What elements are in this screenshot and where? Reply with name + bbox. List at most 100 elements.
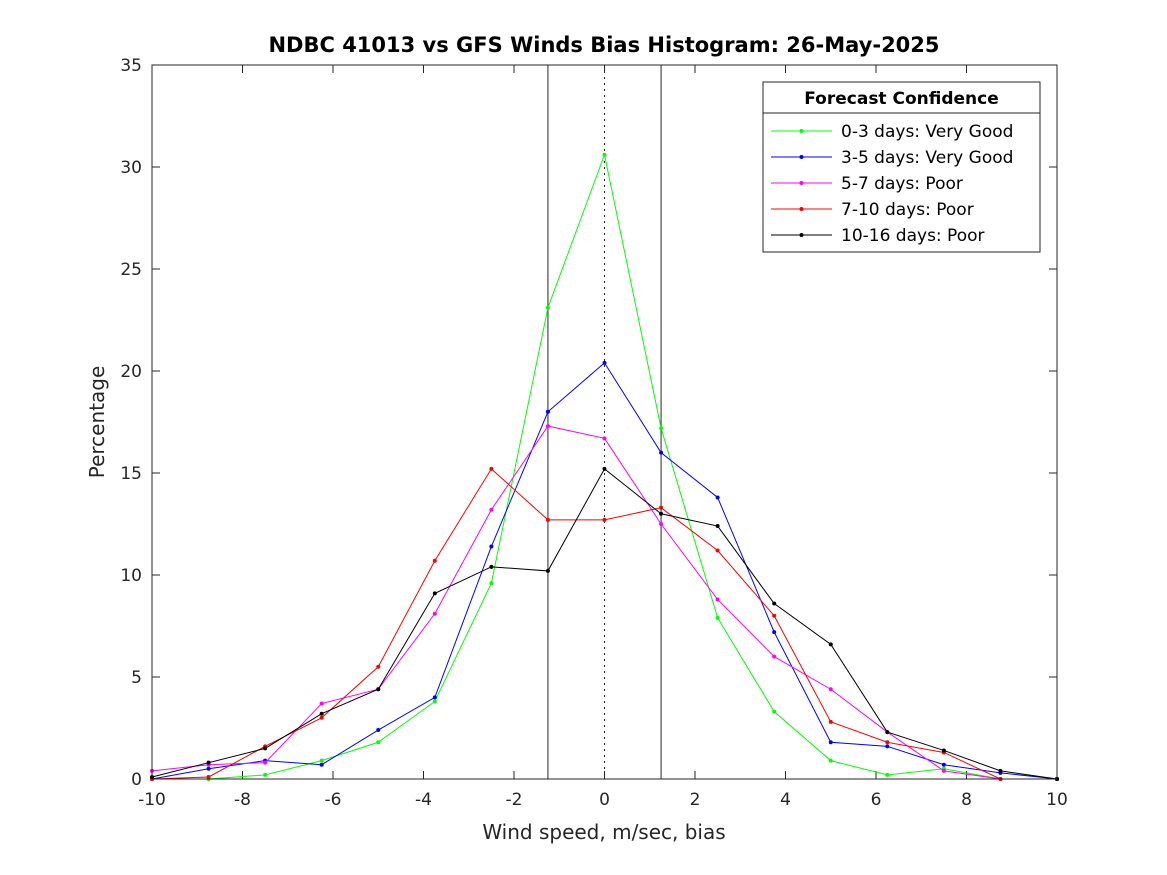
legend-title: Forecast Confidence — [804, 89, 999, 109]
legend-label: 5-7 days: Poor — [841, 174, 963, 194]
data-point — [489, 544, 494, 549]
x-tick-label: 0 — [599, 790, 610, 810]
data-point — [998, 768, 1003, 773]
data-point — [885, 772, 890, 777]
data-point — [941, 748, 946, 753]
data-point — [659, 522, 664, 526]
data-point — [206, 766, 211, 771]
data-point — [828, 740, 833, 745]
series-2 — [150, 424, 1059, 781]
data-point — [715, 495, 720, 500]
data-point — [602, 517, 607, 522]
chart-title: NDBC 41013 vs GFS Winds Bias Histogram: … — [268, 33, 939, 57]
reference-lines — [547, 65, 662, 779]
data-point — [263, 760, 268, 765]
data-point — [489, 564, 494, 569]
legend-swatch-marker — [799, 207, 804, 211]
x-tick-label: -6 — [325, 790, 342, 810]
y-tick-label: 35 — [120, 56, 142, 76]
legend-label: 7-10 days: Poor — [841, 200, 974, 220]
data-point — [319, 715, 324, 720]
data-point — [828, 687, 833, 692]
data-point — [941, 762, 946, 767]
data-point — [828, 719, 833, 724]
legend-swatch-marker — [799, 181, 804, 185]
x-tick-label: -8 — [234, 790, 251, 810]
data-point — [432, 695, 437, 700]
legend-label: 10-16 days: Poor — [841, 226, 985, 246]
series-4 — [150, 466, 1059, 781]
y-tick-label: 25 — [120, 260, 142, 280]
plot-frame — [151, 64, 1058, 780]
data-point — [602, 436, 607, 441]
x-tick-label: 6 — [871, 790, 882, 810]
data-point — [828, 758, 833, 763]
data-point — [772, 601, 777, 606]
data-point — [545, 409, 550, 414]
data-point — [319, 701, 324, 706]
data-point — [772, 654, 777, 659]
data-point — [319, 762, 324, 767]
data-point — [376, 687, 381, 692]
data-point — [602, 152, 607, 157]
legend-label: 3-5 days: Very Good — [841, 148, 1013, 168]
data-point — [545, 424, 550, 429]
y-tick-label: 20 — [120, 362, 142, 382]
data-point — [376, 664, 381, 669]
axis-ticks: -10 -8 -6 -4 -2 0 2 4 6 8 10 0 5 10 15 20 25 30 35 — [120, 56, 1067, 810]
y-tick-label: 30 — [120, 158, 142, 178]
data-point — [941, 768, 946, 773]
data-point — [772, 709, 777, 714]
legend-label: 0-3 days: Very Good — [841, 122, 1013, 142]
data-point — [715, 524, 720, 529]
y-tick-label: 5 — [131, 668, 142, 688]
data-point — [659, 450, 664, 455]
data-point — [319, 758, 324, 763]
data-point — [432, 558, 437, 563]
data-point — [828, 642, 833, 647]
series-layer — [150, 152, 1059, 781]
legend-box — [762, 81, 1041, 253]
data-point — [432, 591, 437, 596]
x-tick-label: -4 — [415, 790, 432, 810]
x-tick-label: 10 — [1046, 790, 1068, 810]
x-tick-label: 2 — [690, 790, 701, 810]
data-point — [772, 613, 777, 618]
data-point — [206, 760, 211, 765]
data-point — [772, 630, 777, 635]
x-tick-label: -10 — [138, 790, 166, 810]
data-point — [715, 615, 720, 620]
data-point — [602, 466, 607, 471]
data-point — [545, 568, 550, 573]
x-tick-label: 8 — [961, 790, 972, 810]
data-point — [545, 517, 550, 522]
legend: Forecast Confidence 0-3 days: Very Good 3… — [762, 81, 1041, 253]
series-3 — [150, 466, 1059, 781]
data-point — [432, 699, 437, 704]
x-tick-label: -2 — [506, 790, 523, 810]
y-axis-label: Percentage — [85, 366, 109, 479]
data-point — [715, 548, 720, 553]
data-point — [602, 360, 607, 365]
data-point — [885, 730, 890, 735]
data-point — [376, 740, 381, 745]
data-point — [715, 597, 720, 602]
data-point — [659, 505, 664, 510]
data-point — [489, 507, 494, 512]
legend-swatch-marker — [799, 233, 804, 237]
legend-swatch-marker — [799, 155, 804, 159]
data-point — [489, 466, 494, 471]
data-point — [659, 511, 664, 516]
data-point — [263, 746, 268, 751]
y-tick-label: 15 — [120, 464, 142, 484]
data-point — [489, 581, 494, 586]
data-point — [885, 744, 890, 749]
series-1 — [150, 360, 1059, 781]
data-point — [545, 305, 550, 310]
data-point — [319, 711, 324, 716]
data-point — [206, 774, 211, 779]
data-point — [432, 611, 437, 616]
x-tick-label: 4 — [780, 790, 791, 810]
data-point — [659, 426, 664, 431]
